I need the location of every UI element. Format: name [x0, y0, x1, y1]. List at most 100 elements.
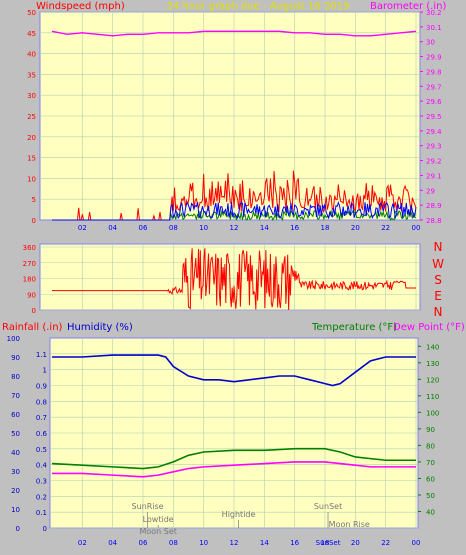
rain-tick-label: 0.1	[36, 509, 47, 517]
direction-letter-n-top: N	[434, 240, 443, 254]
baro-tick-label: 30.2	[426, 9, 442, 17]
baro-tick-label: 28.9	[426, 202, 442, 210]
graph-title: 24 hour graph due - August 16 2019	[167, 1, 350, 12]
baro-tick-label: 29.4	[426, 128, 442, 136]
temp-tick-label: 40	[426, 508, 435, 516]
baro-tick-label: 29.7	[426, 83, 442, 91]
dewpoint-line	[52, 461, 416, 478]
x-tick-label: 10	[199, 539, 208, 547]
x-tick-label: 14	[260, 224, 269, 232]
humidity-tick-label: 30	[11, 468, 20, 476]
wind-direction-panel: 0 90 180 270 360 N W S E N	[23, 240, 444, 319]
humidity-tick-label: 80	[11, 373, 20, 381]
barometer-line	[51, 30, 417, 37]
wind-tick-label: 10	[27, 175, 36, 183]
x-tick-label: 12	[230, 539, 239, 547]
x-tick-label: 02	[78, 224, 87, 232]
dewpoint-axis-title: Dew Point (°F)	[393, 322, 465, 333]
x-tick-label: 20	[351, 539, 360, 547]
wind-tick-label: 30	[27, 92, 36, 100]
humidity-tick-label: 60	[11, 411, 20, 419]
temp-tick-label: 110	[426, 393, 439, 401]
humidity-tick-label: 100	[7, 335, 20, 343]
humidity-tick-label: 70	[11, 392, 20, 400]
rain-tick-label: 0.8	[36, 398, 47, 406]
windspeed-axis-title: Windspeed (mph)	[36, 1, 125, 12]
x-tick-label: 22	[381, 539, 390, 547]
rain-tick-label: 1.1	[36, 351, 47, 359]
wind-tick-label: 45	[27, 30, 36, 38]
rain-tick-label: 0.3	[36, 478, 47, 486]
x-tick-label: 08	[169, 224, 178, 232]
rain-tick-label: 1	[43, 367, 47, 375]
temp-tick-label: 130	[426, 360, 439, 368]
rain-tick-label: 0.9	[36, 383, 47, 391]
direction-tick-label: 360	[23, 244, 36, 252]
rainfall-axis-title: Rainfall (.in)	[2, 322, 63, 333]
temp-tick-label: 90	[426, 426, 435, 434]
rain-tick-label: 0.2	[36, 493, 47, 501]
x-tick-label: 08	[169, 539, 178, 547]
barometer-axis-title: Barometer (.in)	[370, 1, 446, 12]
baro-tick-label: 30.1	[426, 24, 442, 32]
wind-tick-label: 35	[27, 71, 36, 79]
temp-tick-label: 100	[426, 409, 439, 417]
temp-tick-label: 120	[426, 376, 439, 384]
baro-tick-label: 29.8	[426, 68, 442, 76]
wind-tick-label: 25	[27, 113, 36, 121]
temp-tick-label: 50	[426, 492, 435, 500]
lowtide-label: Lowtide	[143, 515, 174, 524]
temperature-line	[51, 447, 416, 470]
direction-tick-label: 90	[27, 291, 36, 299]
humidity-temperature-panel: SunRise Lowtide Hightide SunSet Moon Set Moon…	[2, 322, 465, 547]
wind-tick-label: 50	[27, 9, 36, 17]
temp-tick-label: 80	[426, 442, 435, 450]
x-tick-label: 10	[199, 224, 208, 232]
wind-barometer-panel: 0 5 10 15 20 25 30 35 40 45 50 28.8 28.9 29 29.1 29.2 29…	[27, 1, 446, 232]
direction-letter-n-bottom: N	[434, 305, 443, 319]
humidity-axis-title: Humidity (%)	[67, 322, 133, 333]
direction-tick-label: 270	[23, 260, 36, 268]
rain-tick-label: 0.4	[36, 462, 48, 470]
direction-letter-s: S	[434, 273, 442, 287]
humidity-tick-label: 50	[11, 430, 20, 438]
rain-tick-label: 0	[43, 525, 47, 533]
humidity-tick-label: 40	[11, 449, 20, 457]
rain-tick-label: 0.6	[36, 430, 48, 438]
baro-tick-label: 29.2	[426, 158, 442, 166]
sunrise-label: SunRise	[132, 502, 164, 511]
humidity-tick-label: 10	[11, 506, 20, 514]
x-tick-label: 16	[290, 539, 299, 547]
rain-tick-label: 0.5	[36, 446, 47, 454]
temp-tick-label: 60	[426, 475, 435, 483]
x-tick-label: 00	[412, 539, 421, 547]
baro-tick-label: 29.3	[426, 143, 442, 151]
x-tick-label: 06	[139, 539, 148, 547]
x-tick-label: 18	[321, 224, 330, 232]
x-tick-label: 18	[321, 539, 330, 547]
x-tick-label: 14	[260, 539, 269, 547]
baro-tick-label: 28.8	[426, 217, 442, 225]
moonrise-label: Moon Rise	[329, 520, 370, 529]
x-tick-label: 22	[381, 224, 390, 232]
x-tick-label: 00	[412, 224, 421, 232]
baro-tick-label: 29.9	[426, 54, 442, 62]
wind-tick-label: 40	[27, 51, 36, 59]
x-tick-label: 20	[351, 224, 360, 232]
direction-letter-e: E	[434, 289, 442, 303]
wind-tick-label: 20	[27, 134, 36, 142]
humidity-tick-label: 90	[11, 354, 20, 362]
direction-tick-label: 180	[23, 276, 36, 284]
wind-tick-label: 5	[32, 196, 36, 204]
temp-tick-label: 140	[426, 343, 439, 351]
sunset-axis-label: SunSet	[316, 539, 341, 547]
rain-tick-label: 0.7	[36, 414, 47, 422]
x-tick-label: 16	[290, 224, 299, 232]
baro-tick-label: 29.1	[426, 172, 442, 180]
sunset-label: SunSet	[314, 502, 342, 511]
moonset-label: Moon Set	[139, 527, 176, 536]
temperature-axis-title: Temperature (°F)	[311, 322, 397, 333]
wind-tick-label: 15	[27, 155, 36, 163]
direction-tick-label: 0	[32, 307, 36, 315]
